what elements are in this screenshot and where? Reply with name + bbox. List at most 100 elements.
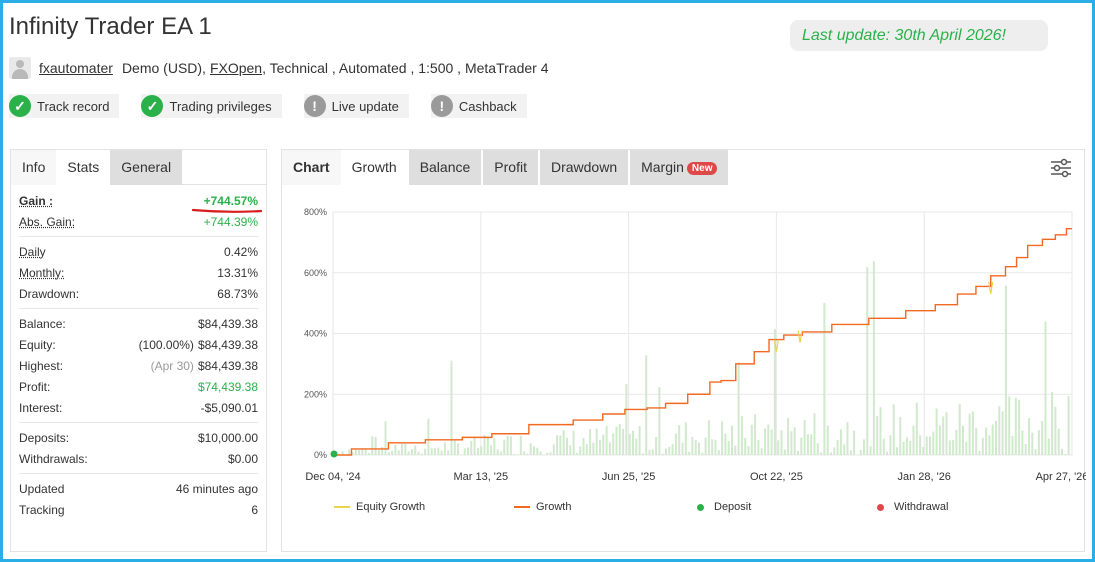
- profit-bar: [935, 408, 938, 455]
- profit-bar: [922, 446, 925, 455]
- stat-row-balance: Balance: $84,439.38: [19, 313, 258, 334]
- stat-value: 46 minutes ago: [175, 481, 258, 496]
- last-update-banner: Last update: 30th April 2026!: [790, 20, 1048, 51]
- stat-label: Profit:: [19, 379, 51, 394]
- profit-bar: [876, 415, 879, 455]
- profit-bar: [602, 434, 605, 455]
- profit-bar: [632, 430, 634, 455]
- profit-bar: [1051, 392, 1054, 455]
- profit-bar: [826, 425, 829, 455]
- profit-bar: [694, 439, 697, 455]
- growth-chart: 800% 600% 400% 200% 0% Dec 04, '24 Mar 13, '25…: [304, 207, 1086, 483]
- stat-label[interactable]: Abs. Gain:: [19, 214, 76, 229]
- profit-bar: [1028, 418, 1030, 455]
- stat-value: $74,439.38: [197, 379, 258, 394]
- profit-bar: [473, 436, 476, 455]
- legend-label: Growth: [536, 501, 572, 513]
- badge-trading-privileges[interactable]: ✓ Trading privileges: [141, 94, 282, 118]
- profit-bar: [589, 428, 592, 455]
- legend-equity-growth[interactable]: Equity Growth: [334, 501, 425, 513]
- profit-bar: [701, 452, 704, 455]
- profit-bar: [384, 421, 387, 455]
- broker-link[interactable]: FXOpen: [209, 60, 263, 76]
- legend-growth[interactable]: Growth: [514, 501, 571, 513]
- profit-bar: [1067, 396, 1070, 455]
- badge-label: Trading privileges: [169, 98, 272, 114]
- x-tick-label: Mar 13, '25: [453, 471, 508, 483]
- tab-margin[interactable]: Margin New: [630, 150, 729, 185]
- stat-label[interactable]: Gain :: [19, 193, 54, 208]
- profit-bar: [348, 449, 351, 455]
- profit-bar: [998, 406, 1001, 455]
- y-tick-label: 0%: [314, 450, 327, 460]
- username-link[interactable]: fxautomater: [39, 60, 113, 76]
- verification-badges: ✓ Track record ✓ Trading privileges ! Li…: [9, 94, 549, 118]
- tab-stats[interactable]: Stats: [56, 150, 111, 185]
- profit-bar: [391, 450, 394, 455]
- stat-value: 6: [251, 502, 258, 517]
- badge-cashback[interactable]: ! Cashback: [430, 94, 527, 118]
- profit-bar: [754, 414, 757, 455]
- stat-row-gain: Gain : +744.57%: [19, 190, 258, 211]
- stat-value: 0.42%: [223, 244, 258, 259]
- profit-bar: [813, 413, 816, 455]
- legend-line-icon: [334, 506, 350, 508]
- sliders-icon[interactable]: [1050, 158, 1072, 178]
- tab-growth[interactable]: Growth: [340, 150, 408, 185]
- profit-bar: [717, 450, 720, 455]
- profit-bar: [1024, 444, 1027, 455]
- profit-bar: [724, 433, 727, 455]
- badge-label: Live update: [331, 98, 399, 114]
- profit-bar: [678, 425, 681, 455]
- profit-bar: [381, 446, 384, 455]
- profit-bar: [641, 453, 644, 455]
- avatar-icon[interactable]: [9, 57, 31, 79]
- profit-bar: [1061, 448, 1063, 455]
- tab-balance[interactable]: Balance: [408, 150, 482, 185]
- profit-bar: [866, 267, 869, 455]
- stat-label[interactable]: Monthly:: [19, 265, 65, 280]
- profit-bar: [361, 448, 364, 455]
- profit-bar: [427, 418, 430, 455]
- badge-live-update[interactable]: ! Live update: [303, 94, 409, 118]
- stat-row-highest: Highest: (Apr 30) $84,439.38: [19, 355, 258, 376]
- tab-chart[interactable]: Chart: [282, 150, 341, 185]
- chart-panel: Chart Growth Balance Profit Drawdown Mar…: [281, 149, 1086, 552]
- profit-bar: [777, 440, 780, 455]
- tab-info[interactable]: Info: [11, 150, 57, 185]
- stat-value: $0.00: [227, 451, 258, 466]
- stat-label: Interest:: [19, 400, 63, 415]
- profit-bar: [932, 431, 935, 455]
- profit-bar: [645, 355, 648, 455]
- equity-dip: [773, 339, 779, 352]
- profit-bar: [661, 453, 664, 455]
- profit-bar: [1008, 396, 1011, 455]
- profit-bar: [945, 412, 948, 455]
- stat-label[interactable]: Daily: [19, 244, 46, 259]
- profit-bar: [684, 422, 687, 455]
- profit-bar: [968, 413, 971, 455]
- profit-bar: [800, 437, 803, 455]
- profit-bar: [886, 451, 889, 455]
- stat-value: -$5,090.01: [200, 400, 258, 415]
- y-tick-label: 400%: [304, 329, 327, 339]
- profit-bar: [397, 450, 400, 455]
- profit-bar: [410, 449, 413, 455]
- profit-bar: [909, 440, 912, 455]
- tab-profit[interactable]: Profit: [483, 150, 538, 185]
- check-circle-icon: ✓: [9, 95, 31, 117]
- legend-withdrawal[interactable]: Withdrawal: [877, 501, 948, 513]
- badge-track-record[interactable]: ✓ Track record: [9, 94, 120, 118]
- tab-general[interactable]: General: [110, 150, 183, 185]
- profit-bar: [500, 451, 502, 455]
- profit-bar: [942, 416, 945, 455]
- stat-label: Equity:: [19, 337, 56, 352]
- stats-panel: Info Stats General Gain : +744.57% Abs. …: [10, 149, 267, 552]
- profit-bar: [879, 407, 882, 455]
- account-type: Demo (USD),: [121, 60, 206, 76]
- profit-bar: [374, 436, 377, 455]
- legend-deposit[interactable]: Deposit: [697, 501, 751, 513]
- profit-bar: [863, 439, 865, 455]
- tab-drawdown[interactable]: Drawdown: [539, 150, 629, 185]
- profit-bar: [859, 449, 862, 455]
